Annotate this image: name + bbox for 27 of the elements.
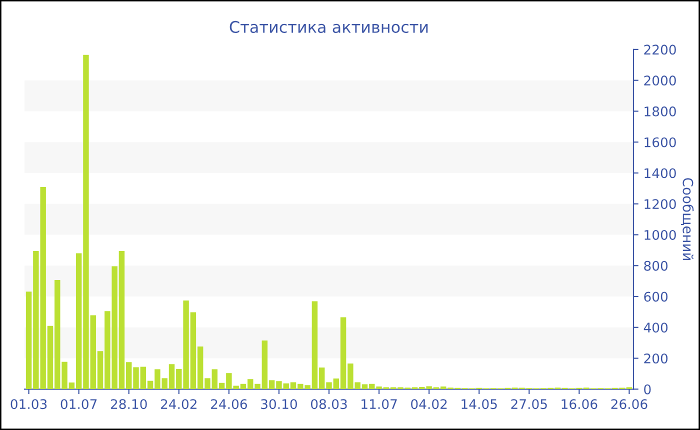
- x-tick-label: 24.02: [160, 399, 196, 410]
- y-tick-label: 1600: [644, 137, 676, 148]
- x-tick-label: 16.06: [562, 399, 598, 410]
- y-tick-label: 2200: [644, 44, 676, 55]
- y-tick-label: 400: [644, 322, 668, 333]
- x-tick-label: 24.06: [211, 399, 247, 410]
- y-tick-label: 1000: [644, 230, 676, 240]
- x-tick-label: 01.07: [60, 399, 97, 410]
- y-tick-label: 2000: [644, 76, 676, 86]
- y-tick-label: 0: [644, 384, 651, 394]
- x-tick-label: 27.05: [511, 399, 547, 410]
- x-tick-label: 08.03: [310, 399, 347, 410]
- x-tick-label: 11.07: [362, 399, 397, 410]
- x-tick-label: 04.02: [411, 399, 447, 410]
- x-tick-label: 01.03: [10, 399, 47, 410]
- y-tick-label: 1400: [644, 168, 676, 178]
- y-tick-label: 1200: [644, 199, 676, 210]
- y-axis-title: Сообщений: [680, 178, 694, 260]
- y-tick-label: 600: [644, 292, 668, 302]
- y-tick-label: 200: [644, 353, 668, 364]
- chart-title: Статистика активности: [230, 20, 428, 34]
- y-tick-label: 1800: [644, 106, 676, 116]
- x-tick-label: 26.06: [611, 399, 648, 410]
- y-tick-label: 800: [644, 260, 668, 271]
- x-tick-label: 28.10: [110, 399, 147, 410]
- x-tick-label: 14.05: [462, 399, 497, 410]
- x-tick-label: 30.10: [261, 399, 297, 410]
